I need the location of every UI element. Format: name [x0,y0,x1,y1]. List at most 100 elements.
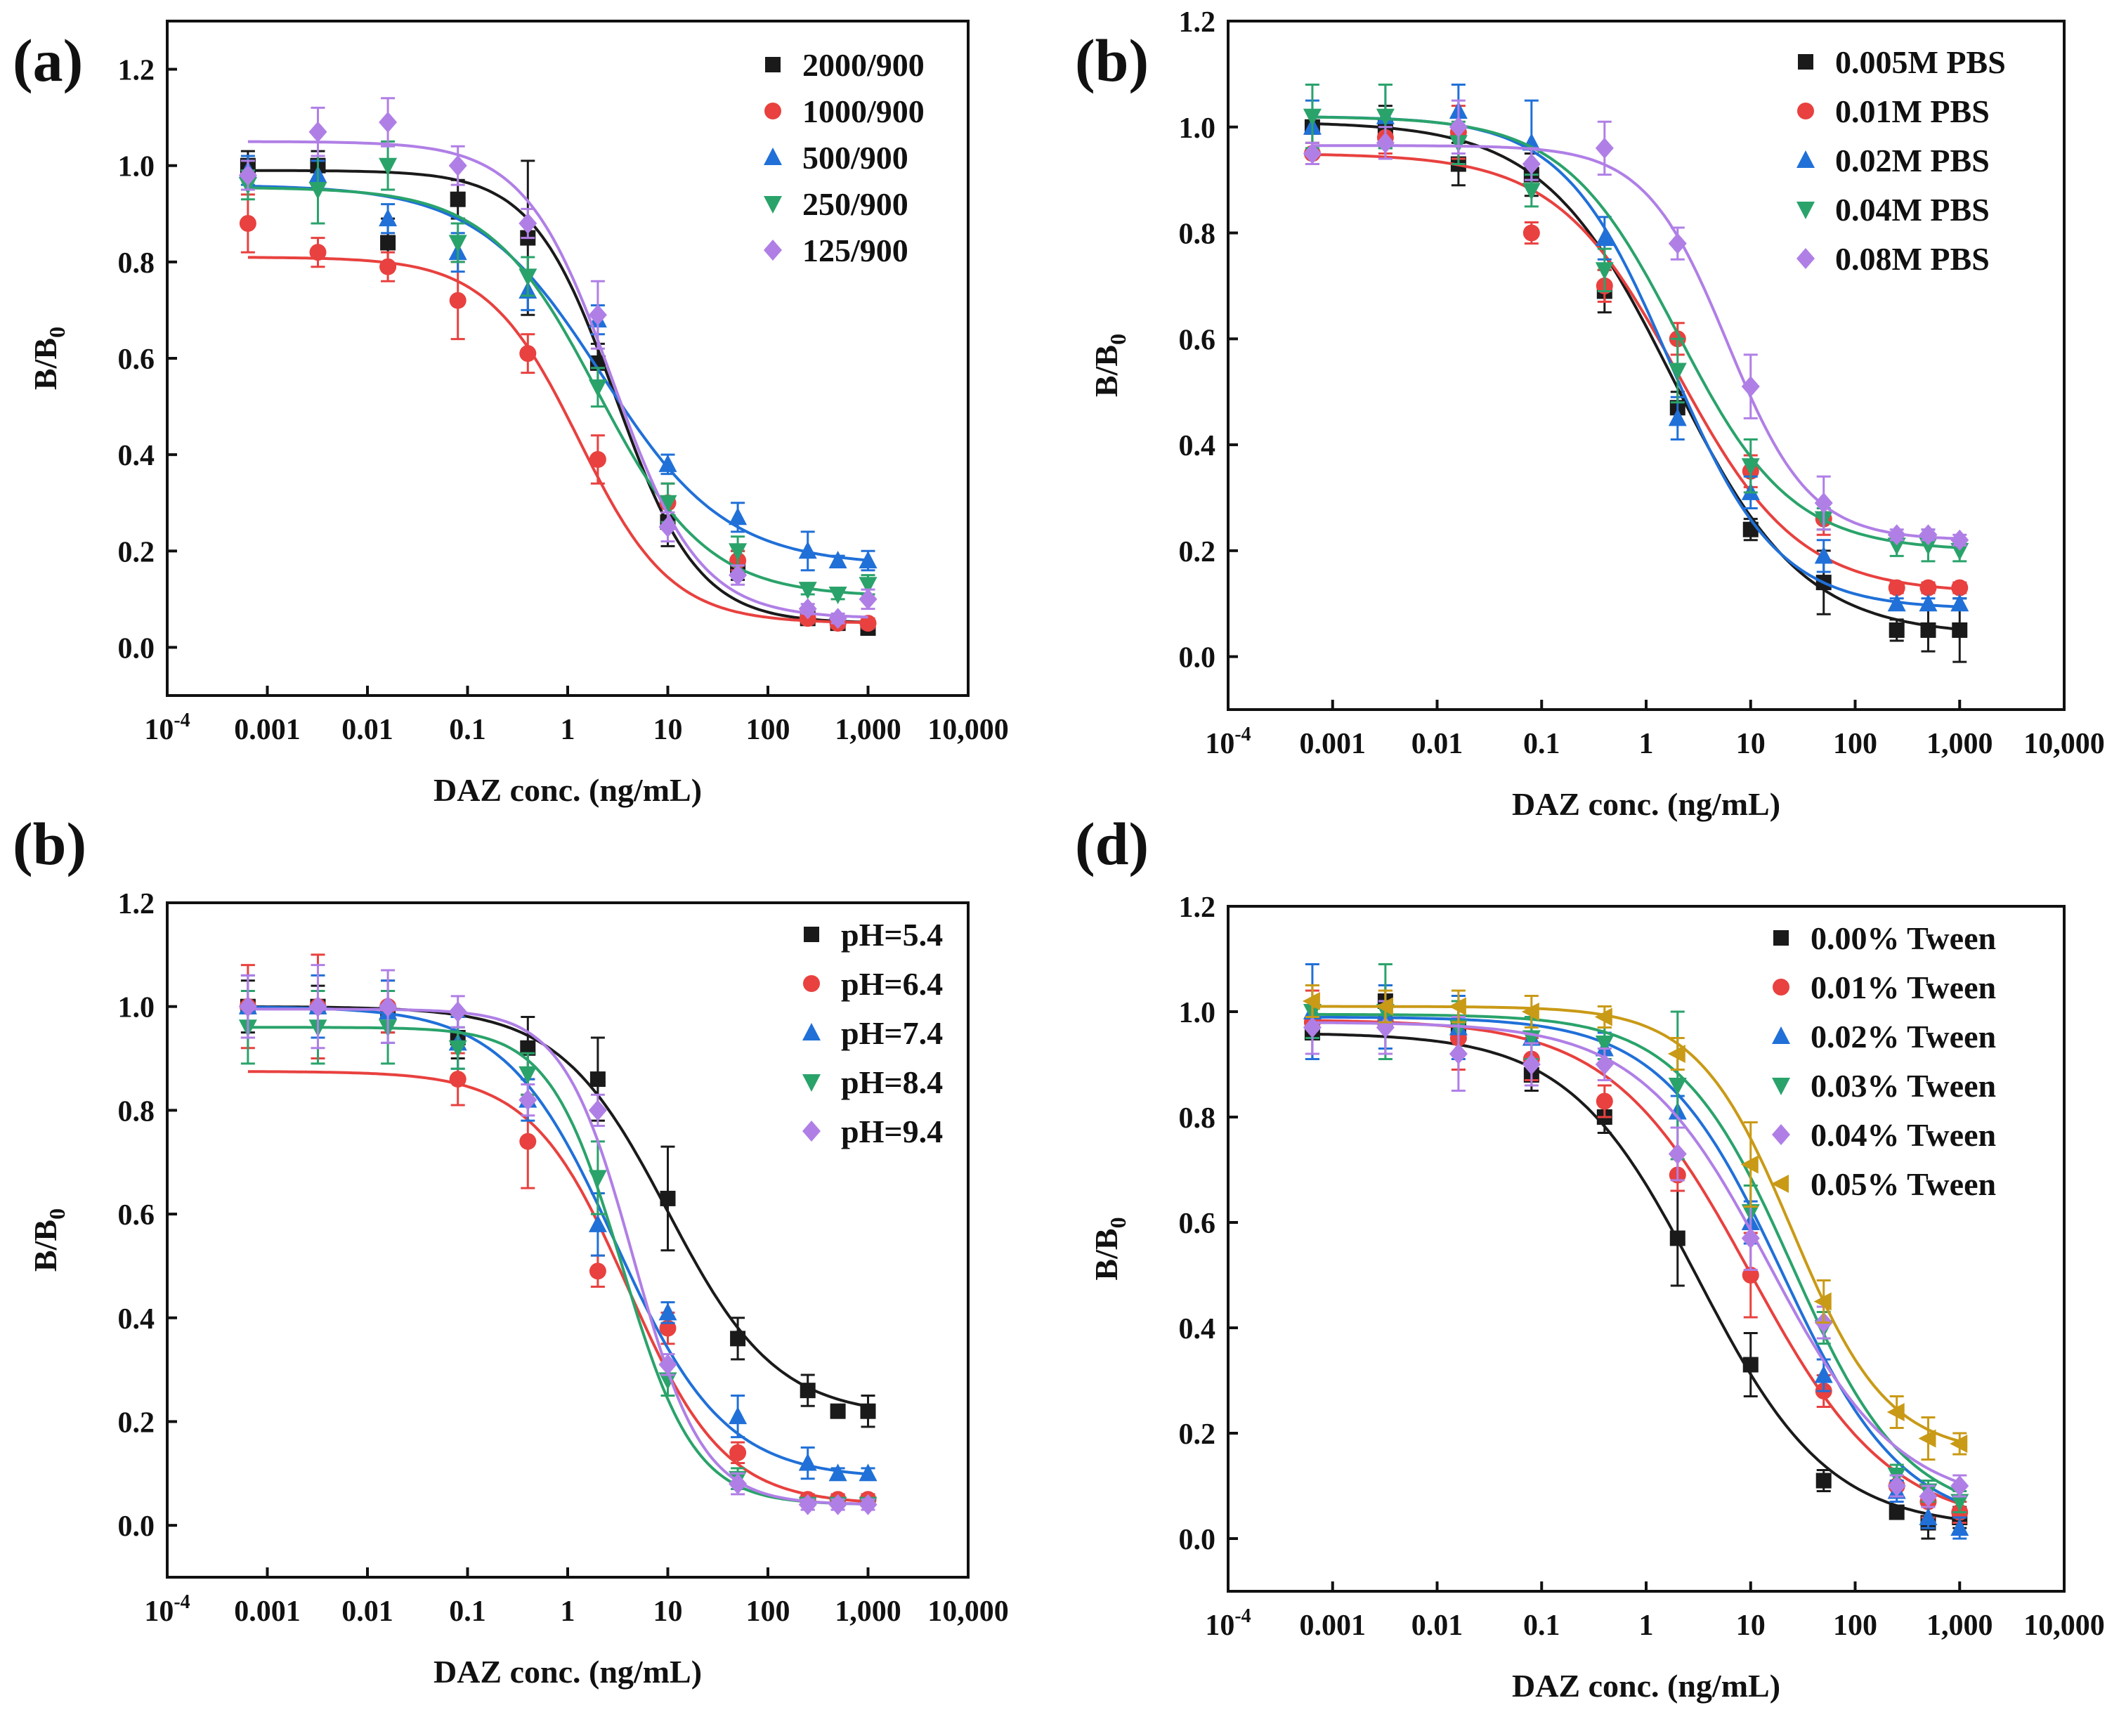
data-point [1595,137,1614,159]
data-point [450,191,466,207]
data-point [380,235,396,251]
legend-entry: pH=5.4 [841,917,943,953]
legend-entry: 0.00% Tween [1811,920,1996,956]
data-point [1886,1403,1905,1421]
fit-curve [1312,1032,1960,1521]
fit-curve [1312,115,1960,549]
data-point [828,1463,847,1482]
data-point [1303,143,1322,164]
data-point [448,1001,467,1023]
legend-marker [764,148,782,165]
data-point [1918,1429,1936,1448]
legend-entry: pH=8.4 [841,1064,943,1100]
panel-label: (d) [1075,810,1149,877]
data-point [1815,1473,1832,1489]
legend-marker [1772,1124,1790,1145]
data-point [379,996,398,1017]
data-point [589,1262,606,1280]
panel-label: (a) [13,27,83,94]
x-tick-label: 1,000 [1926,1610,1993,1642]
y-axis-title: B/B0 [1088,1217,1130,1280]
y-tick-label: 1.2 [118,55,155,87]
data-point [1522,224,1540,242]
data-point [1919,594,1938,612]
data-point [239,215,256,232]
legend-entry: pH=7.4 [841,1015,943,1051]
data-point [449,1071,467,1088]
data-point [1595,1036,1614,1053]
data-point [729,507,748,526]
plot-frame [166,901,970,1579]
data-point [798,541,817,559]
data-point [1449,1043,1468,1064]
data-point [1521,1003,1539,1021]
legend-marker [1773,979,1789,996]
data-point [1449,116,1468,138]
data-point [1522,153,1541,175]
data-point [859,588,878,610]
data-point [1887,524,1906,546]
data-point [730,1331,746,1347]
data-point [1920,622,1936,638]
y-tick-label: 0.4 [1179,430,1216,462]
data-point [1950,1494,1969,1512]
chart-panel-2: 0.0 0.2 0.4 0.6 0.8 1.0 1.2 10-4 0.001 0.01 0.1 1 10… [1075,6,2105,822]
data-point [1668,1143,1687,1165]
chart-panel-3: 0.0 0.2 0.4 0.6 0.8 1.0 1.2 10-4 0.001 0.01 0.1 1 10… [13,810,1009,1690]
data-point [658,1303,677,1321]
legend-marker [1798,54,1813,70]
x-tick-label: 1,000 [835,1595,901,1628]
data-point [1595,1054,1614,1075]
data-point [729,1444,747,1461]
x-tick-label: 10 [653,1595,683,1628]
data-point [1669,1230,1685,1246]
legend-marker [1772,1026,1790,1044]
data-point [1742,1357,1759,1373]
x-tick-label: 10 [1736,728,1766,760]
data-point [828,587,847,604]
data-point [519,213,537,234]
data-point [1919,579,1937,596]
x-tick-label: 10-4 [1205,1605,1251,1642]
fit-curve [247,1007,868,1506]
y-tick-label: 0.4 [118,1303,155,1336]
x-tick-label: 0.01 [341,714,393,746]
legend-marker [1772,1078,1790,1095]
data-point [1887,537,1906,556]
data-point [1887,594,1906,612]
x-tick-label: 0.1 [1523,1610,1560,1642]
data-point [519,268,537,287]
legend-marker [802,1074,821,1092]
x-axis-title: DAZ conc. (ng/mL) [433,1654,702,1690]
data-point [729,1407,748,1425]
data-point [588,1170,607,1188]
data-point [1594,1007,1612,1026]
legend-marker [764,196,782,214]
fit-curve [247,256,868,625]
legend-entry: 0.03% Tween [1811,1068,1996,1104]
fit-curve [1312,122,1960,631]
data-point [1740,1155,1759,1174]
legend-marker [765,57,781,72]
y-tick-label: 0.0 [1179,1524,1216,1556]
data-point [1813,1292,1832,1311]
y-tick-label: 1.0 [118,992,155,1024]
x-tick-label: 10 [1736,1610,1766,1642]
legend-marker [802,1023,821,1040]
data-point [379,157,398,176]
data-point [658,1372,677,1390]
data-point [1742,521,1759,537]
data-point [1595,262,1614,280]
data-point [519,1133,537,1150]
x-tick-label: 100 [746,714,790,746]
data-point [1887,1475,1906,1496]
x-tick-label: 1,000 [835,714,901,746]
legend-marker [804,927,819,942]
fit-curve [247,1026,868,1506]
fit-curve [247,186,868,596]
fit-curve [247,140,868,619]
series-1 [240,979,876,1428]
y-axis-title: B/B0 [27,1208,70,1272]
series-5 [238,964,878,1515]
series-4 [1303,83,1969,563]
